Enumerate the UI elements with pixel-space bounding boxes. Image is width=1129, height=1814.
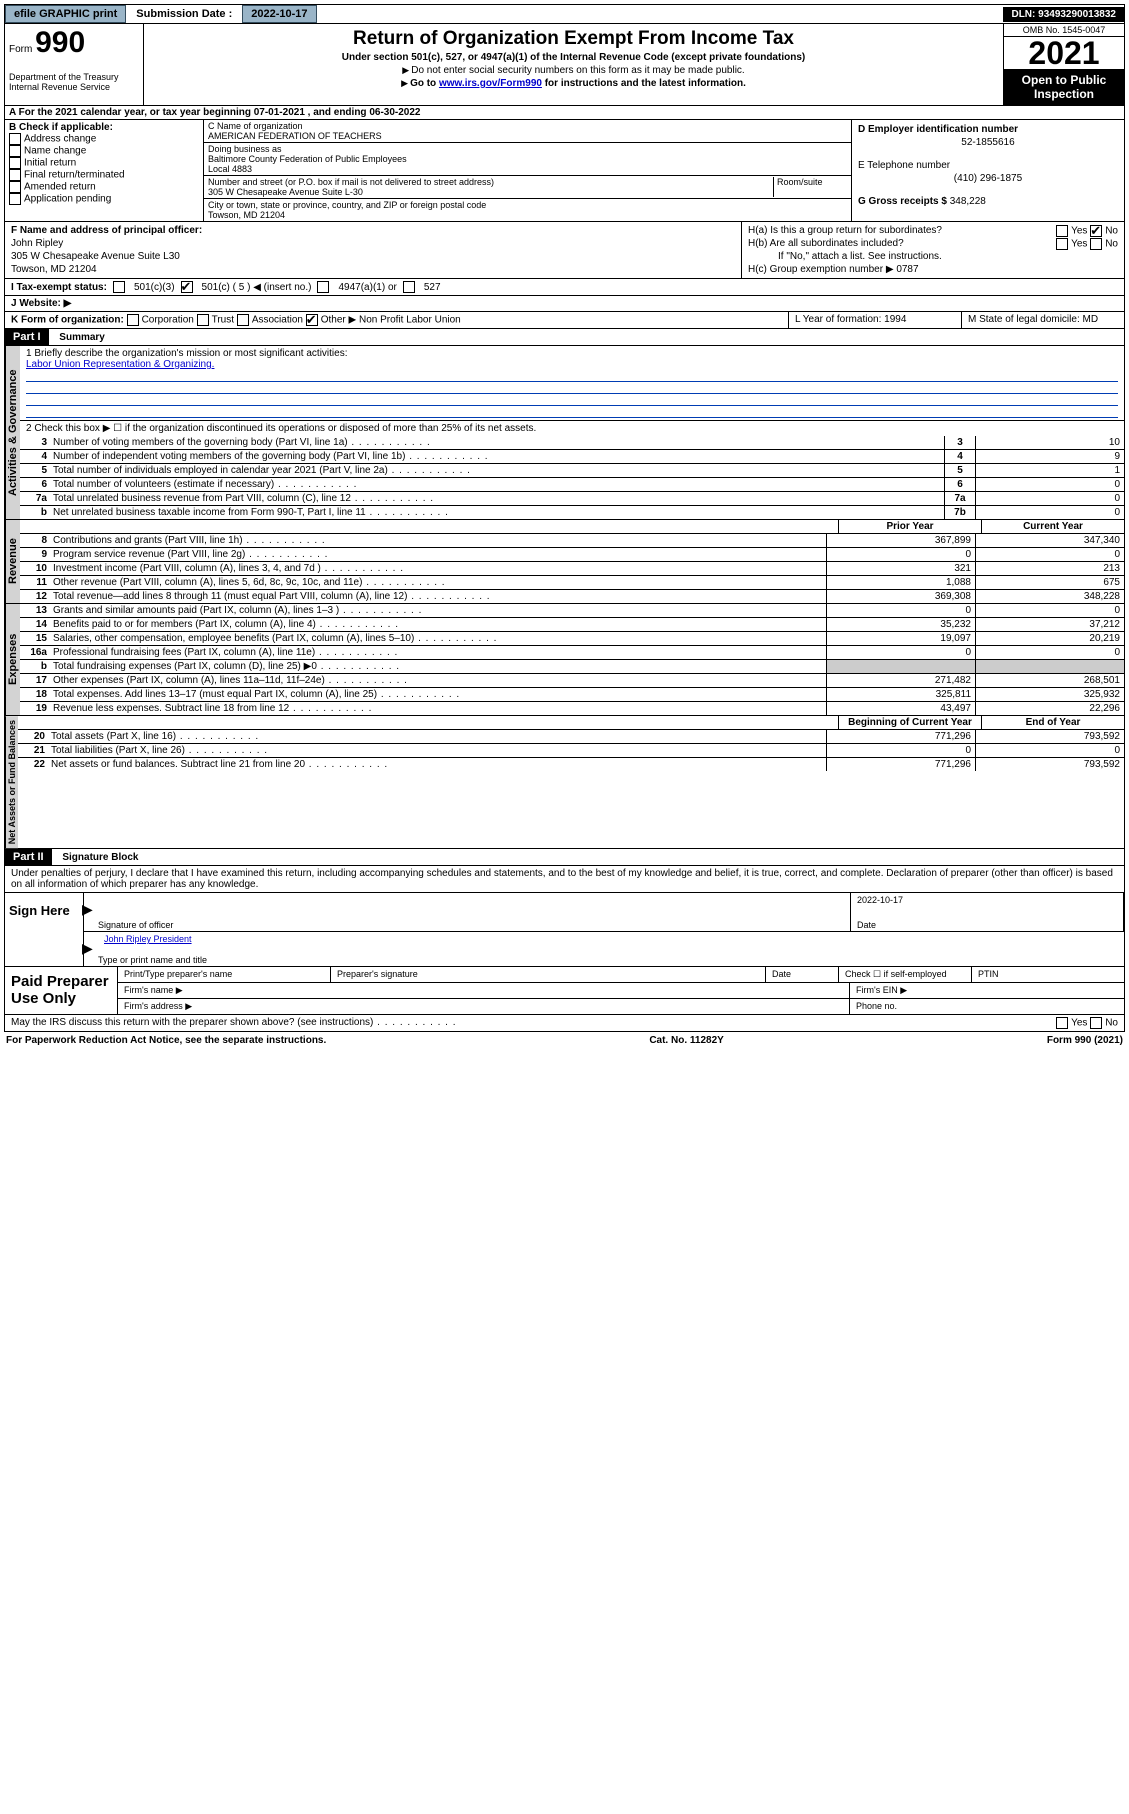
submission-label: Submission Date : xyxy=(130,6,238,22)
ein-value: 52-1855616 xyxy=(858,137,1118,148)
mission-link[interactable]: Labor Union Representation & Organizing. xyxy=(26,359,214,370)
year-formation: L Year of formation: 1994 xyxy=(788,312,961,328)
goto-pre: Go to xyxy=(410,78,439,89)
inspection-label: Open to Public Inspection xyxy=(1004,69,1124,105)
section-fgh: F Name and address of principal officer:… xyxy=(4,222,1125,279)
city-address: Towson, MD 21204 xyxy=(208,210,285,220)
cb-name-change[interactable] xyxy=(9,145,21,157)
officer-name: John Ripley xyxy=(11,237,735,250)
revenue-block: Revenue Prior Year Current Year 8Contrib… xyxy=(4,520,1125,604)
expenses-block: Expenses 13Grants and similar amounts pa… xyxy=(4,604,1125,716)
form-word: Form xyxy=(9,44,32,55)
section-a: A For the 2021 calendar year, or tax yea… xyxy=(4,106,1125,120)
sign-date: 2022-10-17 xyxy=(857,895,1117,905)
header-line1: Do not enter social security numbers on … xyxy=(411,65,744,76)
cb-501c3[interactable] xyxy=(113,281,125,293)
cb-discuss-no[interactable] xyxy=(1090,1017,1102,1029)
section-bcd: B Check if applicable: Address change Na… xyxy=(4,120,1125,222)
top-bar: efile GRAPHIC print Submission Date : 20… xyxy=(4,4,1125,24)
cb-other[interactable] xyxy=(306,314,318,326)
cb-ha-yes[interactable] xyxy=(1056,225,1068,237)
section-j: J Website: ▶ xyxy=(4,296,1125,312)
sign-block: Sign Here Signature of officer 2022-10-1… xyxy=(4,893,1125,967)
perjury-text: Under penalties of perjury, I declare th… xyxy=(4,866,1125,893)
submission-date: 2022-10-17 xyxy=(242,5,316,23)
governance-block: Activities & Governance 1 Briefly descri… xyxy=(4,346,1125,520)
part-i-title: Summary xyxy=(51,330,113,345)
section-k: K Form of organization: Corporation Trus… xyxy=(4,312,1125,329)
form-number: 990 xyxy=(35,26,85,59)
cb-hb-yes[interactable] xyxy=(1056,238,1068,250)
group-exemption: 0787 xyxy=(896,264,918,275)
cb-4947[interactable] xyxy=(317,281,329,293)
cb-address-change[interactable] xyxy=(9,133,21,145)
cb-trust[interactable] xyxy=(197,314,209,326)
page-footer: For Paperwork Reduction Act Notice, see … xyxy=(4,1032,1125,1049)
officer-link[interactable]: John Ripley President xyxy=(104,934,192,944)
part-i-header: Part I xyxy=(5,329,49,345)
gross-receipts: 348,228 xyxy=(950,196,986,207)
cb-corp[interactable] xyxy=(127,314,139,326)
efile-button[interactable]: efile GRAPHIC print xyxy=(5,5,126,23)
cb-hb-no[interactable] xyxy=(1090,238,1102,250)
org-name: AMERICAN FEDERATION OF TEACHERS xyxy=(208,131,382,141)
discuss-row: May the IRS discuss this return with the… xyxy=(4,1015,1125,1032)
goto-post: for instructions and the latest informat… xyxy=(542,78,746,89)
balance-block: Net Assets or Fund Balances Beginning of… xyxy=(4,716,1125,849)
b-title: B Check if applicable: xyxy=(9,122,113,133)
cb-amended[interactable] xyxy=(9,181,21,193)
dba-name: Baltimore County Federation of Public Em… xyxy=(208,154,407,174)
state-domicile: M State of legal domicile: MD xyxy=(961,312,1124,328)
dln-label: DLN: 93493290013832 xyxy=(1003,7,1124,22)
cb-discuss-yes[interactable] xyxy=(1056,1017,1068,1029)
form-subtitle: Under section 501(c), 527, or 4947(a)(1)… xyxy=(148,52,999,63)
cb-527[interactable] xyxy=(403,281,415,293)
cb-assoc[interactable] xyxy=(237,314,249,326)
tax-year: 2021 xyxy=(1004,37,1124,69)
phone-value: (410) 296-1875 xyxy=(858,173,1118,184)
part-ii-header: Part II xyxy=(5,849,52,865)
cb-pending[interactable] xyxy=(9,193,21,205)
street-address: 305 W Chesapeake Avenue Suite L-30 xyxy=(208,187,363,197)
cb-ha-no[interactable] xyxy=(1090,225,1102,237)
paid-preparer-block: Paid Preparer Use Only Print/Type prepar… xyxy=(4,967,1125,1015)
irs-link[interactable]: www.irs.gov/Form990 xyxy=(439,78,542,89)
cb-initial-return[interactable] xyxy=(9,157,21,169)
part-ii-title: Signature Block xyxy=(54,850,146,865)
cb-final-return[interactable] xyxy=(9,169,21,181)
cb-501c[interactable] xyxy=(181,281,193,293)
dept-label: Department of the Treasury Internal Reve… xyxy=(9,72,139,92)
section-i: I Tax-exempt status: 501(c)(3) 501(c) ( … xyxy=(4,279,1125,296)
form-title: Return of Organization Exempt From Incom… xyxy=(148,28,999,50)
form-header: Form 990 Department of the Treasury Inte… xyxy=(4,24,1125,106)
